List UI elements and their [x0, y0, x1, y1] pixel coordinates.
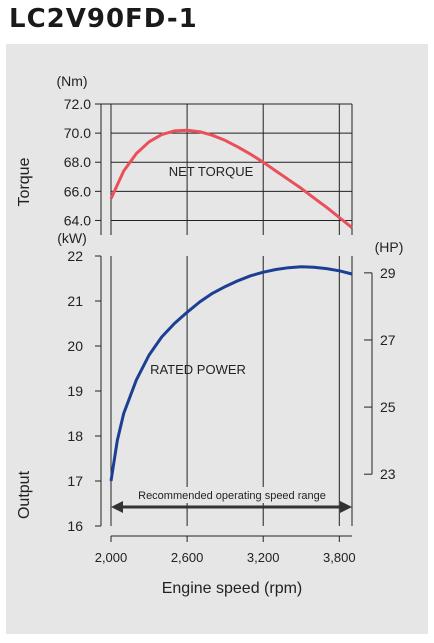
recommended-range-annotation: Recommended operating speed range — [111, 487, 352, 513]
output-axis-title: Output — [16, 470, 33, 519]
series-label-net-torque: NET TORQUE — [169, 164, 254, 179]
power-unit-label-right: (HP) — [375, 239, 404, 255]
torque-unit-label: (Nm) — [56, 73, 87, 89]
x-axis-title: Engine speed (rpm) — [162, 580, 303, 597]
torque-tick-label: 70.0 — [64, 125, 91, 141]
series-label-rated-power: RATED POWER — [150, 362, 246, 377]
range-label: Recommended operating speed range — [138, 490, 326, 502]
x-tick-label: 2,600 — [171, 550, 204, 565]
torque-tick-label: 68.0 — [64, 154, 91, 170]
x-tick-label: 2,000 — [95, 550, 128, 565]
power-tick-label: 19 — [67, 383, 83, 399]
net-torque-curve — [109, 128, 353, 229]
chart-ticks: 64.0 66.0 68.0 70.0 72.0 16 17 18 19 20 21 22 23 25 27… — [64, 96, 396, 565]
power-unit-label-left: (kW) — [57, 230, 87, 246]
range-label-background — [132, 487, 334, 503]
range-arrow-left-head — [111, 501, 123, 513]
hp-tick-label: 27 — [380, 332, 396, 348]
hp-tick-label: 25 — [380, 399, 396, 415]
x-tick-label: 3,200 — [247, 550, 280, 565]
range-arrow-right-head — [340, 501, 352, 513]
torque-tick-label: 66.0 — [64, 183, 91, 199]
torque-axis-title: Torque — [16, 157, 33, 206]
power-tick-label: 18 — [67, 428, 83, 444]
chart-curves — [109, 128, 353, 482]
power-tick-label: 21 — [67, 293, 83, 309]
rated-power-curve — [109, 265, 353, 482]
power-tick-label: 17 — [67, 473, 83, 489]
page-title: LC2V90FD-1 — [9, 4, 198, 34]
power-tick-label: 22 — [67, 248, 83, 264]
torque-tick-label: 72.0 — [64, 96, 91, 112]
hp-tick-label: 23 — [380, 466, 396, 482]
power-tick-label: 16 — [67, 518, 83, 534]
hp-tick-label: 29 — [380, 265, 396, 281]
x-tick-label: 3,800 — [323, 550, 356, 565]
chart-grid — [110, 103, 353, 526]
power-tick-label: 20 — [67, 338, 83, 354]
torque-tick-label: 64.0 — [64, 212, 91, 228]
